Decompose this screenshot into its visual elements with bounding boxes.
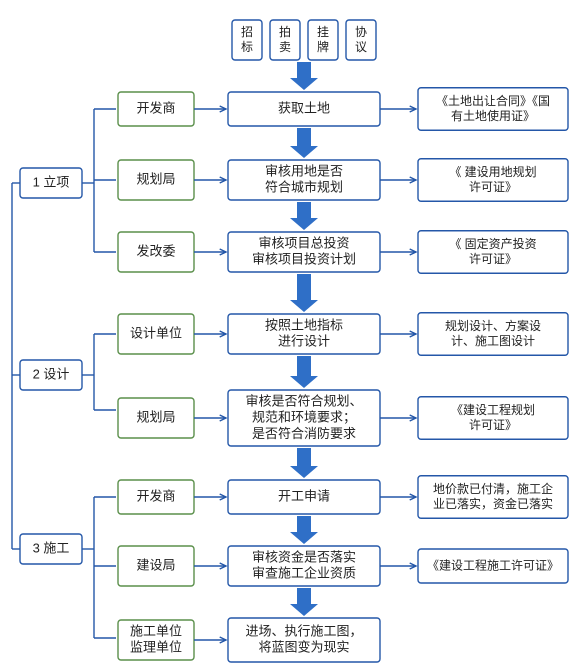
top-label-text: 协	[355, 24, 367, 39]
flow-arrow-down	[290, 202, 318, 230]
flow-arrow-down	[290, 356, 318, 388]
actor-label: 施工单位	[130, 623, 182, 638]
phase-label: 3 施工	[33, 541, 70, 556]
center-text: 是否符合消防要求	[252, 426, 356, 441]
actor-label: 建设局	[136, 558, 175, 573]
center-text: 审核是否符合规划、	[245, 393, 362, 408]
right-text: 计、施工图设计	[451, 334, 535, 348]
actor-label: 规划局	[136, 410, 175, 425]
flow-arrow-down	[290, 274, 318, 312]
right-text: 《建设工程规划	[451, 402, 535, 417]
actor-label: 发改委	[136, 244, 175, 259]
center-text: 审查施工企业资质	[252, 566, 356, 581]
phase-label: 1 立项	[33, 175, 70, 190]
top-label-text: 标	[241, 40, 253, 54]
center-text: 将蓝图变为现实	[258, 640, 349, 655]
flow-arrow-down	[290, 516, 318, 544]
actor-label: 开发商	[136, 101, 175, 116]
center-text: 符合城市规划	[265, 180, 343, 195]
right-text: 《 固定资产投资	[449, 236, 536, 251]
right-text: 许可证》	[469, 418, 517, 432]
top-label-text: 牌	[317, 40, 329, 54]
top-label-text: 挂	[317, 25, 329, 39]
top-label-text: 拍	[279, 24, 291, 39]
flow-arrow-down	[290, 128, 318, 158]
flow-arrow-down	[290, 448, 318, 478]
actor-label: 规划局	[136, 172, 175, 187]
flow-arrow-down	[290, 62, 318, 90]
right-text: 《土地出让合同》《国	[436, 93, 550, 108]
center-text: 获取土地	[278, 101, 330, 116]
right-text: 有土地使用证》	[451, 108, 535, 123]
phase-label: 2 设计	[33, 367, 70, 382]
right-text: 业已落实，资金已落实	[433, 496, 553, 511]
center-text: 开工申请	[278, 489, 330, 504]
center-text: 按照土地指标	[265, 317, 343, 332]
top-label-text: 卖	[279, 40, 291, 54]
center-text: 审核项目投资计划	[252, 252, 356, 267]
actor-label: 设计单位	[130, 326, 182, 341]
center-text: 进场、执行施工图，	[245, 623, 362, 638]
center-text: 审核用地是否	[265, 163, 343, 178]
center-text: 进行设计	[278, 334, 330, 349]
right-text: 许可证》	[469, 180, 517, 194]
right-text: 规划设计、方案设	[445, 318, 541, 333]
right-text: 许可证》	[469, 252, 517, 266]
center-text: 审核资金是否落实	[252, 549, 356, 564]
right-text: 地价款已付清，施工企	[433, 481, 553, 496]
right-text: 《 建设用地规划	[449, 164, 536, 179]
right-text: 《建设工程施工许可证》	[427, 557, 559, 572]
actor-label: 开发商	[136, 489, 175, 504]
actor-label: 监理单位	[130, 640, 182, 655]
top-label-text: 议	[355, 40, 367, 54]
center-text: 审核项目总投资	[258, 235, 349, 250]
center-text: 规范和环境要求；	[252, 410, 356, 426]
top-label-text: 招	[241, 25, 253, 39]
flow-arrow-down	[290, 588, 318, 616]
